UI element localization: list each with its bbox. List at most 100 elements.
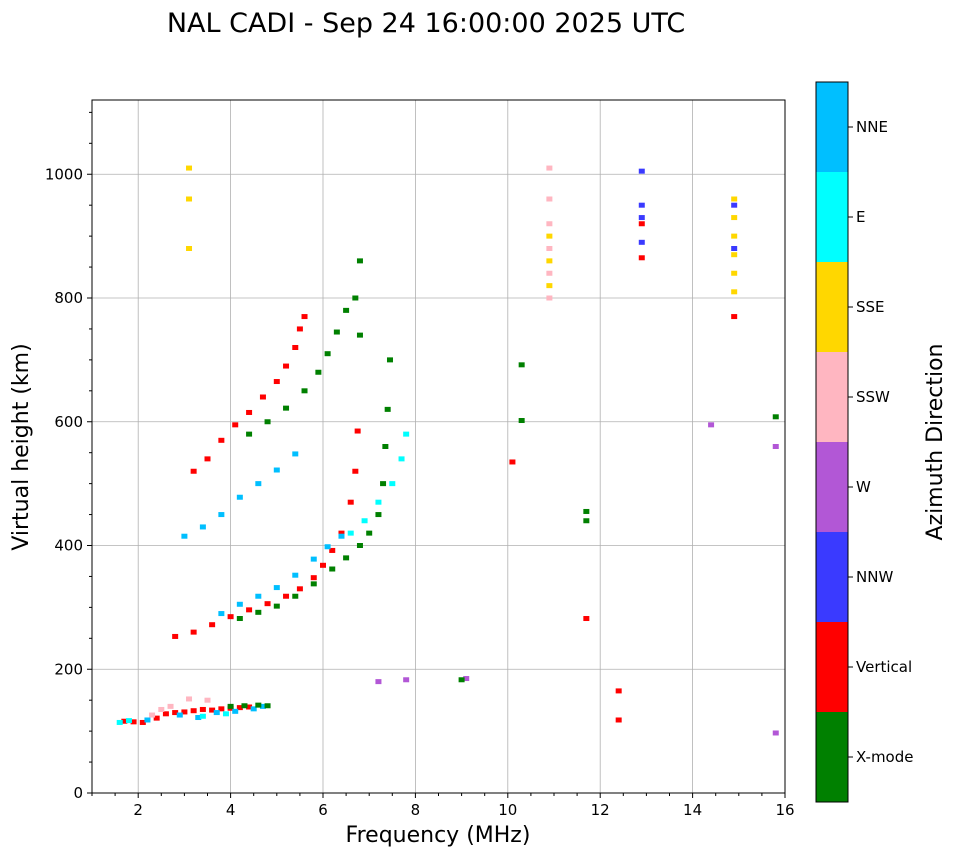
data-point <box>236 601 243 607</box>
colorbar-label: W <box>856 478 871 496</box>
x-axis: 2 4 6 8 10 12 14 16 <box>91 793 795 819</box>
gridlines <box>92 100 785 793</box>
data-point <box>310 575 317 581</box>
data-point <box>227 614 234 620</box>
data-point <box>241 703 248 709</box>
data-point <box>338 533 345 539</box>
x-tick-label: 8 <box>411 801 421 819</box>
data-point <box>236 705 243 711</box>
data-point <box>583 518 590 524</box>
data-point <box>218 611 225 617</box>
colorbar-label: NNE <box>856 118 888 136</box>
plot-background <box>92 100 785 793</box>
data-point <box>199 706 206 712</box>
data-series <box>116 711 229 725</box>
data-point <box>218 706 225 712</box>
data-point <box>386 357 393 363</box>
data-point <box>116 719 123 725</box>
data-point <box>375 499 382 505</box>
x-tick-label: 16 <box>775 801 794 819</box>
data-point <box>708 422 715 428</box>
data-point <box>186 165 193 171</box>
data-point <box>236 494 243 500</box>
data-point <box>638 239 645 245</box>
data-point <box>366 530 373 536</box>
y-axis: 0 200 400 600 800 1000 <box>45 111 92 802</box>
data-point <box>176 712 183 718</box>
data-point <box>246 607 253 613</box>
colorbar-label: SSW <box>856 388 890 406</box>
data-series <box>218 533 345 617</box>
data-point <box>283 593 290 599</box>
data-point <box>255 609 262 615</box>
data-point <box>186 196 193 202</box>
data-series <box>149 696 211 718</box>
data-point <box>204 456 211 462</box>
data-point <box>546 221 553 227</box>
data-point <box>236 616 243 622</box>
data-series <box>246 307 350 437</box>
data-series <box>375 422 779 736</box>
colorbar-label: SSE <box>856 298 885 316</box>
data-point <box>731 252 738 258</box>
data-point <box>638 221 645 227</box>
data-point <box>343 307 350 313</box>
data-point <box>158 706 165 712</box>
data-point <box>283 363 290 369</box>
data-point <box>218 512 225 518</box>
data-point <box>546 246 553 251</box>
plot-area <box>91 99 786 794</box>
data-point <box>731 196 738 202</box>
data-point <box>518 362 525 368</box>
data-point <box>292 572 299 578</box>
data-point <box>264 419 271 425</box>
data-series <box>546 165 553 301</box>
data-point <box>772 444 779 449</box>
data-point <box>162 711 169 717</box>
x-tick-label: 10 <box>498 801 517 819</box>
data-point <box>615 717 622 723</box>
data-point <box>310 556 317 562</box>
colorbar-segment <box>816 442 848 532</box>
data-point <box>181 709 188 715</box>
data-point <box>375 512 382 518</box>
data-point <box>213 710 220 716</box>
data-point <box>167 703 174 709</box>
data-point <box>255 593 262 599</box>
data-point <box>186 246 193 251</box>
colorbar-label: NNW <box>856 568 893 586</box>
y-tick-label: 200 <box>54 660 83 678</box>
data-point <box>546 270 553 276</box>
data-point <box>384 406 391 412</box>
data-series <box>509 221 738 723</box>
data-point <box>181 533 188 539</box>
colorbar-label: X-mode <box>856 748 913 766</box>
data-point <box>546 196 553 202</box>
colorbar-label: Vertical <box>856 658 912 676</box>
data-point <box>259 703 266 709</box>
data-point <box>264 601 271 607</box>
x-tick-label: 14 <box>683 801 702 819</box>
data-point <box>259 394 266 400</box>
data-series <box>190 314 308 474</box>
colorbar-segment <box>816 262 848 352</box>
data-point <box>509 459 516 465</box>
x-tick-label: 6 <box>318 801 328 819</box>
data-point <box>615 688 622 694</box>
data-point <box>255 702 262 708</box>
colorbar-segment <box>816 532 848 622</box>
colorbar-segment <box>816 622 848 712</box>
data-point <box>638 202 645 208</box>
data-point <box>153 715 160 721</box>
data-point <box>772 730 779 736</box>
data-point <box>356 258 363 264</box>
data-point <box>121 718 128 724</box>
data-point <box>199 713 206 719</box>
colorbar-segment <box>816 352 848 442</box>
data-point <box>130 719 137 725</box>
data-point <box>301 314 308 320</box>
data-series <box>638 168 738 251</box>
y-tick-label: 600 <box>54 413 83 431</box>
data-point <box>324 544 331 550</box>
